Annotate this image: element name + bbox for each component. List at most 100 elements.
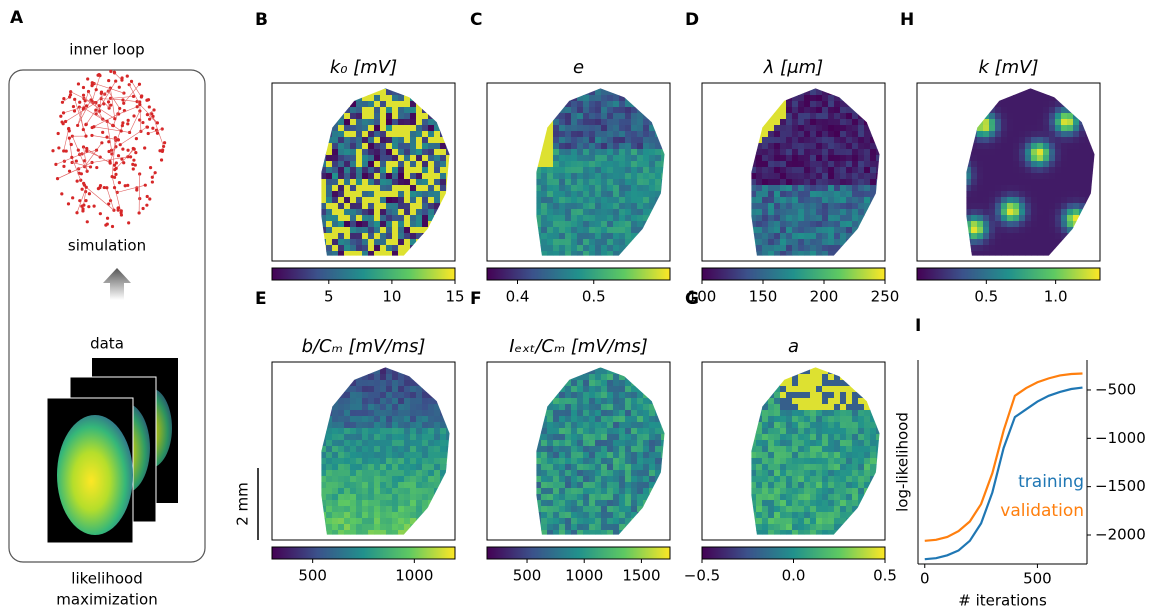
heatmap-cell bbox=[290, 209, 296, 215]
heatmap-cell bbox=[392, 398, 399, 405]
heatmap-cell bbox=[523, 245, 529, 251]
heatmap-cell bbox=[356, 380, 363, 387]
heatmap-cell bbox=[947, 83, 953, 89]
heatmap-cell bbox=[959, 245, 965, 251]
edge bbox=[108, 90, 120, 109]
heatmap-cell bbox=[416, 155, 423, 162]
heatmap-cell bbox=[422, 203, 429, 210]
heatmap-cell bbox=[368, 233, 375, 240]
heatmap-cell bbox=[840, 197, 847, 204]
node bbox=[116, 206, 121, 210]
heatmap-cell bbox=[1025, 239, 1032, 246]
heatmap-cell bbox=[852, 101, 859, 108]
heatmap-cell bbox=[446, 227, 450, 234]
heatmap-cell bbox=[714, 245, 720, 251]
heatmap-cell bbox=[1007, 137, 1014, 144]
heatmap-cell bbox=[649, 203, 656, 210]
panel-label: B bbox=[255, 10, 268, 30]
heatmap-cell bbox=[1055, 101, 1062, 108]
heatmap-cell bbox=[386, 149, 393, 156]
heatmap-cell bbox=[589, 245, 596, 252]
heatmap-cell bbox=[798, 107, 805, 114]
heatmap-cell bbox=[410, 101, 417, 108]
heatmap-cell bbox=[661, 155, 665, 162]
heatmap-cell bbox=[1091, 88, 1095, 90]
heatmap-cell bbox=[380, 416, 387, 423]
heatmap-cell bbox=[798, 215, 805, 222]
heatmap-cell bbox=[583, 119, 590, 126]
heatmap-cell bbox=[290, 221, 296, 227]
node bbox=[113, 117, 117, 121]
heatmap-cell bbox=[834, 137, 841, 144]
heatmap-cell bbox=[302, 416, 308, 422]
heatmap-cell bbox=[822, 197, 829, 204]
heatmap-cell bbox=[1061, 149, 1068, 156]
heatmap-cell bbox=[631, 143, 638, 150]
heatmap-cell bbox=[822, 88, 829, 90]
heatmap-cell bbox=[547, 107, 554, 114]
heatmap-cell bbox=[625, 89, 632, 96]
heatmap-cell bbox=[1067, 161, 1074, 168]
heatmap-cell bbox=[995, 137, 1002, 144]
heatmap-cell bbox=[1007, 107, 1014, 114]
heatmap-cell bbox=[511, 185, 517, 191]
heatmap-cell bbox=[344, 227, 351, 234]
heatmap-cell bbox=[517, 101, 523, 107]
heatmap-cell bbox=[302, 494, 308, 500]
heatmap-cell bbox=[440, 203, 447, 210]
heatmap-cell bbox=[380, 191, 387, 198]
heatmap-cell bbox=[947, 95, 953, 101]
heatmap-cell bbox=[499, 83, 505, 89]
heatmap-cell bbox=[989, 95, 996, 102]
heatmap-cell bbox=[344, 476, 351, 483]
heatmap-cell bbox=[625, 185, 632, 192]
heatmap-cell bbox=[768, 143, 775, 150]
heatmap-cell bbox=[314, 422, 320, 428]
heatmap-cell bbox=[416, 131, 423, 138]
heatmap-cell bbox=[350, 452, 357, 459]
heatmap-cell bbox=[547, 233, 554, 240]
heatmap-cell bbox=[422, 367, 429, 369]
heatmap-cell bbox=[314, 155, 320, 161]
heatmap-cell bbox=[816, 173, 823, 180]
heatmap-cell bbox=[1037, 131, 1044, 138]
heatmap-cell bbox=[774, 113, 781, 120]
heatmap-cell bbox=[338, 482, 345, 489]
heatmap-cell bbox=[649, 197, 656, 204]
heatmap-cell bbox=[547, 113, 554, 120]
heatmap-cell bbox=[1001, 131, 1008, 138]
heatmap-cell bbox=[655, 143, 662, 150]
heatmap-cell bbox=[1073, 173, 1080, 180]
heatmap-cell bbox=[768, 251, 775, 256]
heatmap-cell bbox=[738, 107, 744, 113]
heatmap-cell bbox=[314, 89, 320, 95]
heatmap-cell bbox=[446, 95, 450, 102]
heatmap-cell bbox=[631, 239, 638, 246]
heatmap-cell bbox=[1031, 221, 1038, 228]
heatmap-cell bbox=[751, 251, 757, 256]
heatmap-cell bbox=[302, 500, 308, 506]
heatmap-cell bbox=[338, 191, 345, 198]
heatmap-cell bbox=[398, 458, 405, 465]
heatmap-cell bbox=[344, 380, 351, 387]
heatmap-cell bbox=[607, 161, 614, 168]
edge bbox=[113, 108, 120, 126]
heatmap-cell bbox=[308, 386, 314, 392]
heatmap-cell bbox=[935, 89, 941, 95]
heatmap-cell bbox=[380, 185, 387, 192]
heatmap-cell bbox=[923, 149, 929, 155]
heatmap-cell bbox=[1007, 233, 1014, 240]
heatmap-cell bbox=[751, 209, 757, 216]
heatmap-cell bbox=[834, 233, 841, 240]
heatmap-cell bbox=[368, 257, 374, 263]
heatmap-cell bbox=[547, 179, 554, 186]
node bbox=[145, 113, 150, 117]
heatmap-cell bbox=[816, 233, 823, 240]
heatmap-cell bbox=[840, 221, 847, 228]
heatmap-cell bbox=[272, 101, 278, 107]
heatmap-cell bbox=[780, 221, 787, 228]
heatmap-cell bbox=[751, 191, 757, 198]
heatmap-cell bbox=[720, 89, 726, 95]
node bbox=[67, 169, 72, 173]
heatmap-cell bbox=[1091, 227, 1095, 234]
